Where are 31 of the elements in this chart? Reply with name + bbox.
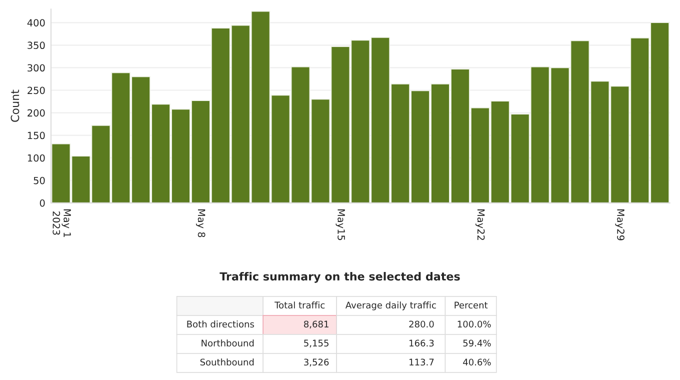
category-label: Total traffic [274, 302, 325, 309]
category-label: Percent [454, 302, 488, 309]
y-tick-label: 0 [40, 199, 45, 207]
text: 40.6% [463, 358, 491, 366]
text: Traffic summary on the selected dates [220, 272, 460, 283]
x-tick-label: May29 [615, 209, 624, 240]
y-tick-label: 400 [27, 19, 45, 26]
y-tick-label: 350 [28, 42, 45, 50]
x-tick-label: May22 [475, 209, 485, 240]
category-label: Southbound [200, 358, 254, 366]
text: 5,155 [304, 340, 328, 348]
y-tick-label: 250 [28, 86, 45, 94]
category-label: Average daily traffic [345, 302, 436, 310]
text: 166.3 [410, 340, 434, 347]
text: 113.7 [410, 358, 434, 366]
category-label: Northbound [202, 340, 254, 347]
text: 3,526 [304, 358, 329, 366]
text: 8,681 [304, 320, 328, 328]
text: 280.0 [409, 320, 434, 328]
y-tick-label: 150 [28, 132, 45, 140]
text: 59.4% [463, 340, 491, 347]
y-tick-label: 100 [28, 154, 45, 162]
text: 100.0% [458, 320, 491, 328]
x-tick-label: May 1 2023 [52, 209, 71, 237]
y-tick-label: 50 [34, 176, 45, 184]
y-tick-label: 200 [28, 109, 45, 117]
y-axis-title: Count [10, 90, 20, 122]
category-label: Both directions [187, 320, 254, 328]
y-tick-label: 300 [28, 64, 45, 72]
x-tick-label: May15 [336, 209, 345, 240]
x-tick-label: May 8 [196, 209, 206, 238]
